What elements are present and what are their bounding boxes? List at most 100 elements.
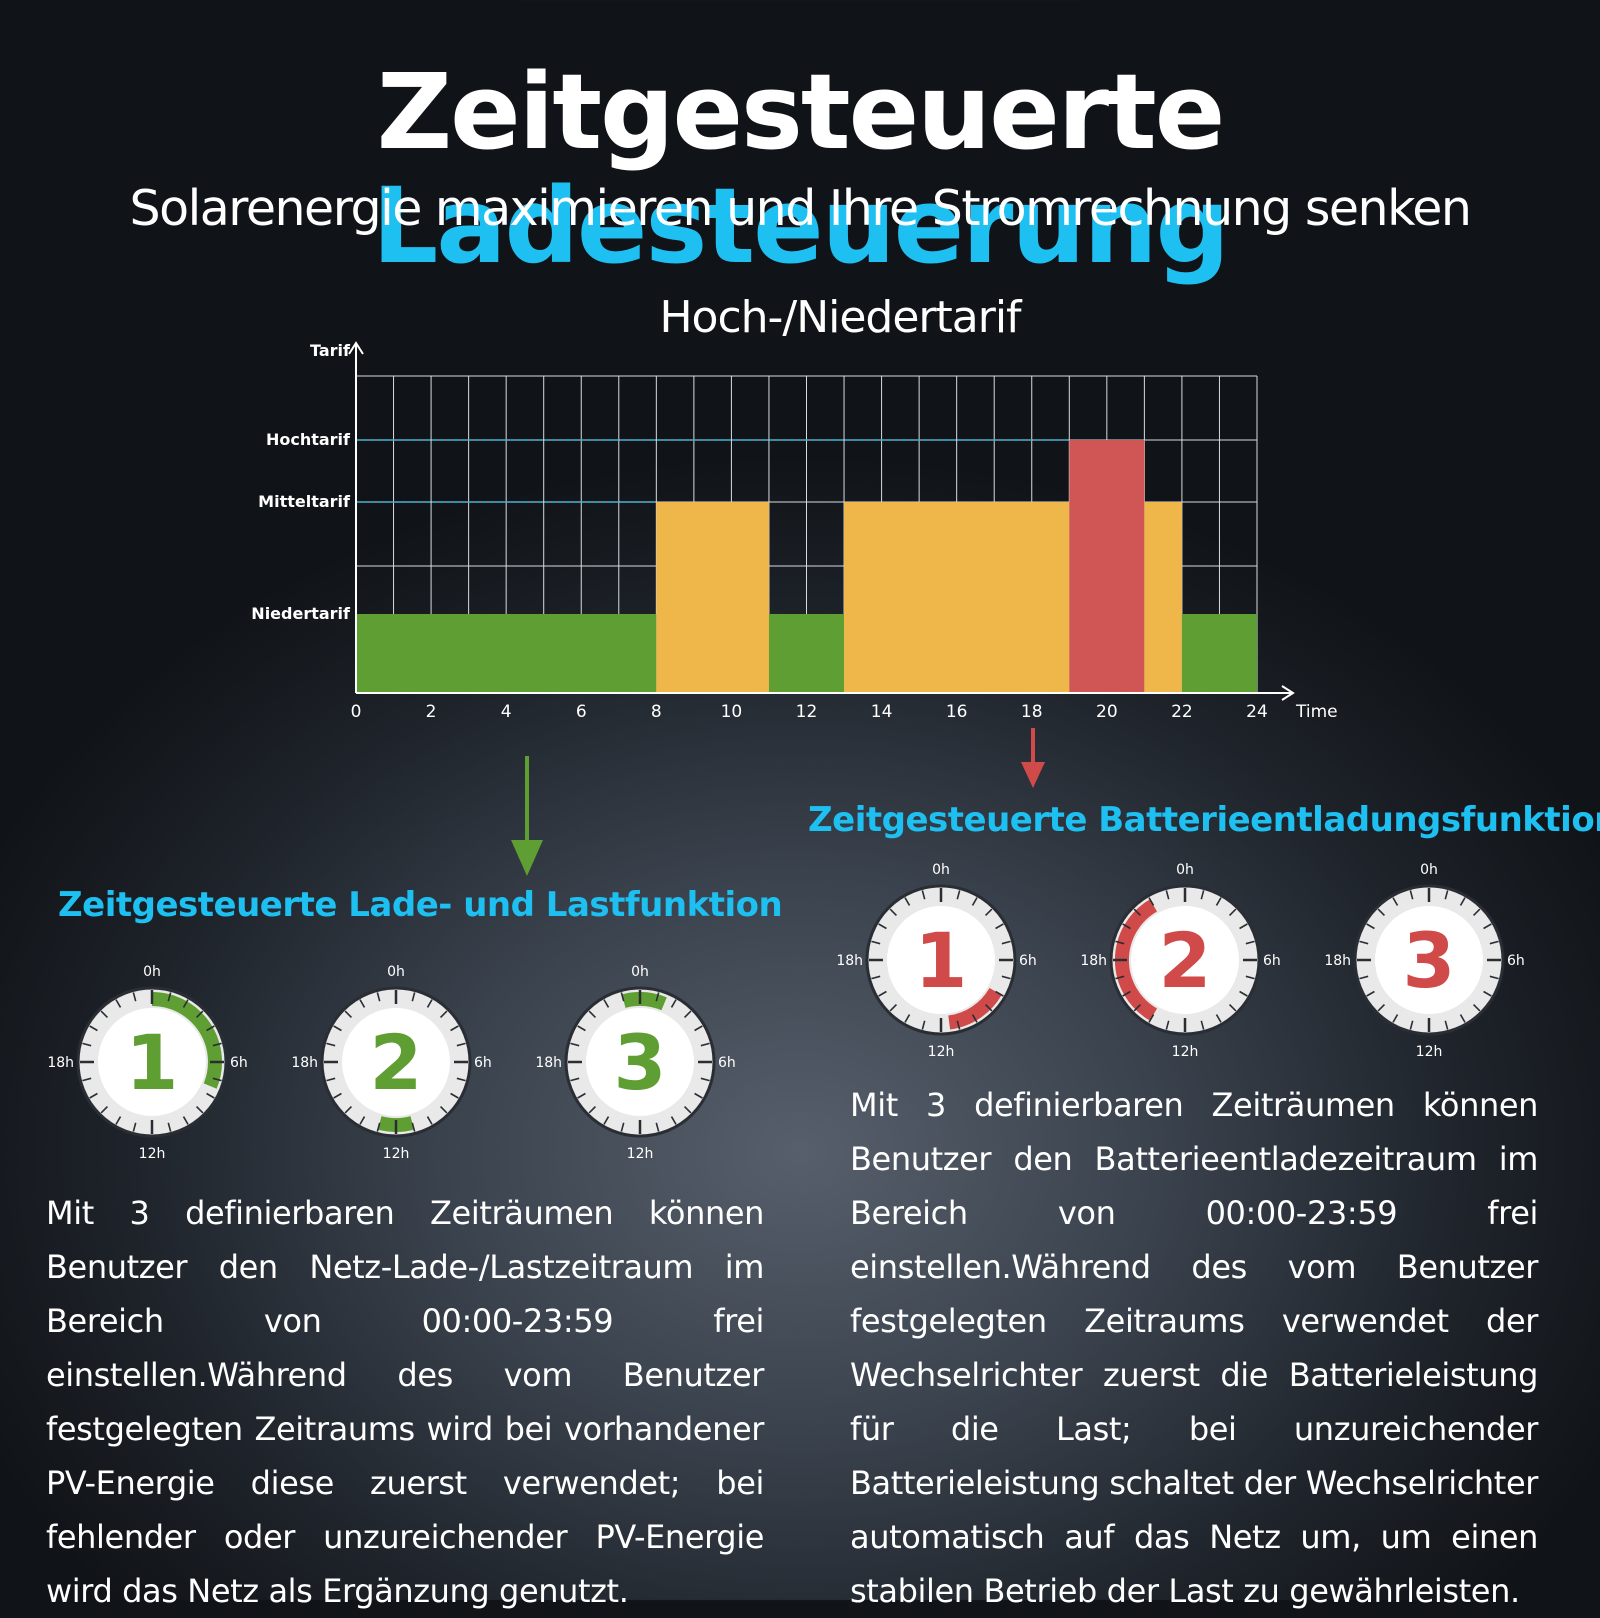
charge-description: Mit 3 definierbaren Zeiträumen können Be… [46, 1194, 764, 1610]
dial-tick [82, 1042, 92, 1047]
dial-tick [904, 1014, 911, 1023]
dial-tick [195, 1105, 204, 1114]
dial-tick [439, 1105, 448, 1114]
dial-tick [89, 1025, 98, 1032]
dial-tick [956, 1020, 961, 1030]
dial-label-0h: 0h [932, 862, 950, 878]
dial-tick [1459, 897, 1466, 906]
tariff-bar [768, 614, 845, 693]
dial-label-12h: 12h [928, 1044, 955, 1060]
dial-number: 2 [1159, 916, 1212, 1005]
dial-tick [878, 923, 887, 930]
x-tick-label: 4 [501, 702, 512, 722]
dial-label-18h: 18h [836, 953, 863, 969]
dial-tick [326, 1042, 336, 1047]
dial-tick [1228, 1003, 1237, 1012]
dial-number: 3 [1403, 916, 1456, 1005]
dial-tick [620, 1122, 625, 1132]
chart-title: Hoch-/Niedertarif [659, 292, 1021, 343]
dial-tick [1245, 975, 1255, 980]
dial-label-12h: 12h [627, 1146, 654, 1162]
dial-tick [984, 1003, 993, 1012]
dial-tick [1489, 975, 1499, 980]
dial-tick [182, 999, 189, 1008]
dial-tick [889, 1003, 898, 1012]
y-category-label: Mitteltarif [258, 492, 351, 511]
dial-tick [456, 1042, 466, 1047]
x-tick-label: 0 [351, 702, 362, 722]
dial-tick [1165, 1020, 1170, 1030]
dial-label-6h: 6h [474, 1055, 492, 1071]
y-category-label: Hochtarif [266, 430, 351, 449]
dial-tick [603, 999, 610, 1008]
dial-tick [206, 1025, 215, 1032]
dial-tick [577, 1025, 586, 1032]
dial-label-12h: 12h [1172, 1044, 1199, 1060]
dial-tick [655, 992, 660, 1002]
dial-tick [570, 1077, 580, 1082]
dial-tick [921, 1020, 926, 1030]
dial-tick [588, 1105, 597, 1114]
dial-tick [1472, 1003, 1481, 1012]
dial-tick [1133, 908, 1142, 917]
main-title: Zeitgesteuerte Ladesteuerung [0, 55, 1600, 284]
dial-tick [426, 1116, 433, 1125]
dial-tick [1133, 1003, 1142, 1012]
dial-tick [1483, 990, 1492, 997]
dial-label-18h: 18h [535, 1055, 562, 1071]
dial-tick [1148, 897, 1155, 906]
dial-tick [1115, 975, 1125, 980]
dial-tick [132, 992, 137, 1002]
dial-tick [132, 1122, 137, 1132]
dial-number: 1 [915, 916, 968, 1005]
dial-tick [620, 992, 625, 1002]
dial-tick [195, 1010, 204, 1019]
dial-label-0h: 0h [631, 964, 649, 980]
dial-tick [1001, 975, 1011, 980]
discharge-section-title: Zeitgesteuerte Batterieentladungsfunktio… [808, 800, 1600, 840]
dial-tick [588, 1010, 597, 1019]
dial-tick [655, 1122, 660, 1132]
dial-tick [450, 1025, 459, 1032]
chart-axes: 0 2 4 6 8 10 12 14 16 18 20 22 24 TimeTarifNiedertari… [251, 341, 1337, 722]
dial-active-range [947, 987, 1002, 1030]
dial-label-12h: 12h [383, 1146, 410, 1162]
dial-tick [971, 897, 978, 906]
dial-tick [1165, 890, 1170, 900]
dial-face [586, 1008, 694, 1116]
dial-tick [670, 1116, 677, 1125]
dial-label-12h: 12h [1416, 1044, 1443, 1060]
dial-tick [1459, 1014, 1466, 1023]
dial-tick [921, 890, 926, 900]
dial-label-18h: 18h [47, 1055, 74, 1071]
dial-tick [956, 890, 961, 900]
dial-tick [1215, 1014, 1222, 1023]
dial-tick [984, 908, 993, 917]
dial-active-range [151, 992, 222, 1089]
dial-tick [1377, 1003, 1386, 1012]
title-main: Zeitgesteuerte [376, 51, 1226, 173]
dial-tick [1377, 908, 1386, 917]
dial-tick [333, 1025, 342, 1032]
dial-face [1375, 906, 1483, 1014]
dial-tick [182, 1116, 189, 1125]
dial-tick [439, 1010, 448, 1019]
dial-tick [1392, 897, 1399, 906]
dial-tick [89, 1092, 98, 1099]
dial-tick [670, 999, 677, 1008]
dial-tick [1366, 990, 1375, 997]
dial-tick [995, 990, 1004, 997]
dial-tick [904, 897, 911, 906]
x-tick-label: 22 [1171, 702, 1193, 722]
dial-tick [359, 1116, 366, 1125]
dial-3: 3 0h 12h 6h 18h [1324, 862, 1524, 1060]
x-tick-label: 8 [651, 702, 662, 722]
y-axis-arrow [348, 341, 364, 355]
dial-tick [82, 1077, 92, 1082]
discharge-description: Mit 3 definierbaren Zeiträumen können Be… [850, 1086, 1538, 1610]
dial-label-12h: 12h [139, 1146, 166, 1162]
dial-tick [450, 1092, 459, 1099]
tariff-bar [1181, 614, 1257, 693]
dial-tick [603, 1116, 610, 1125]
